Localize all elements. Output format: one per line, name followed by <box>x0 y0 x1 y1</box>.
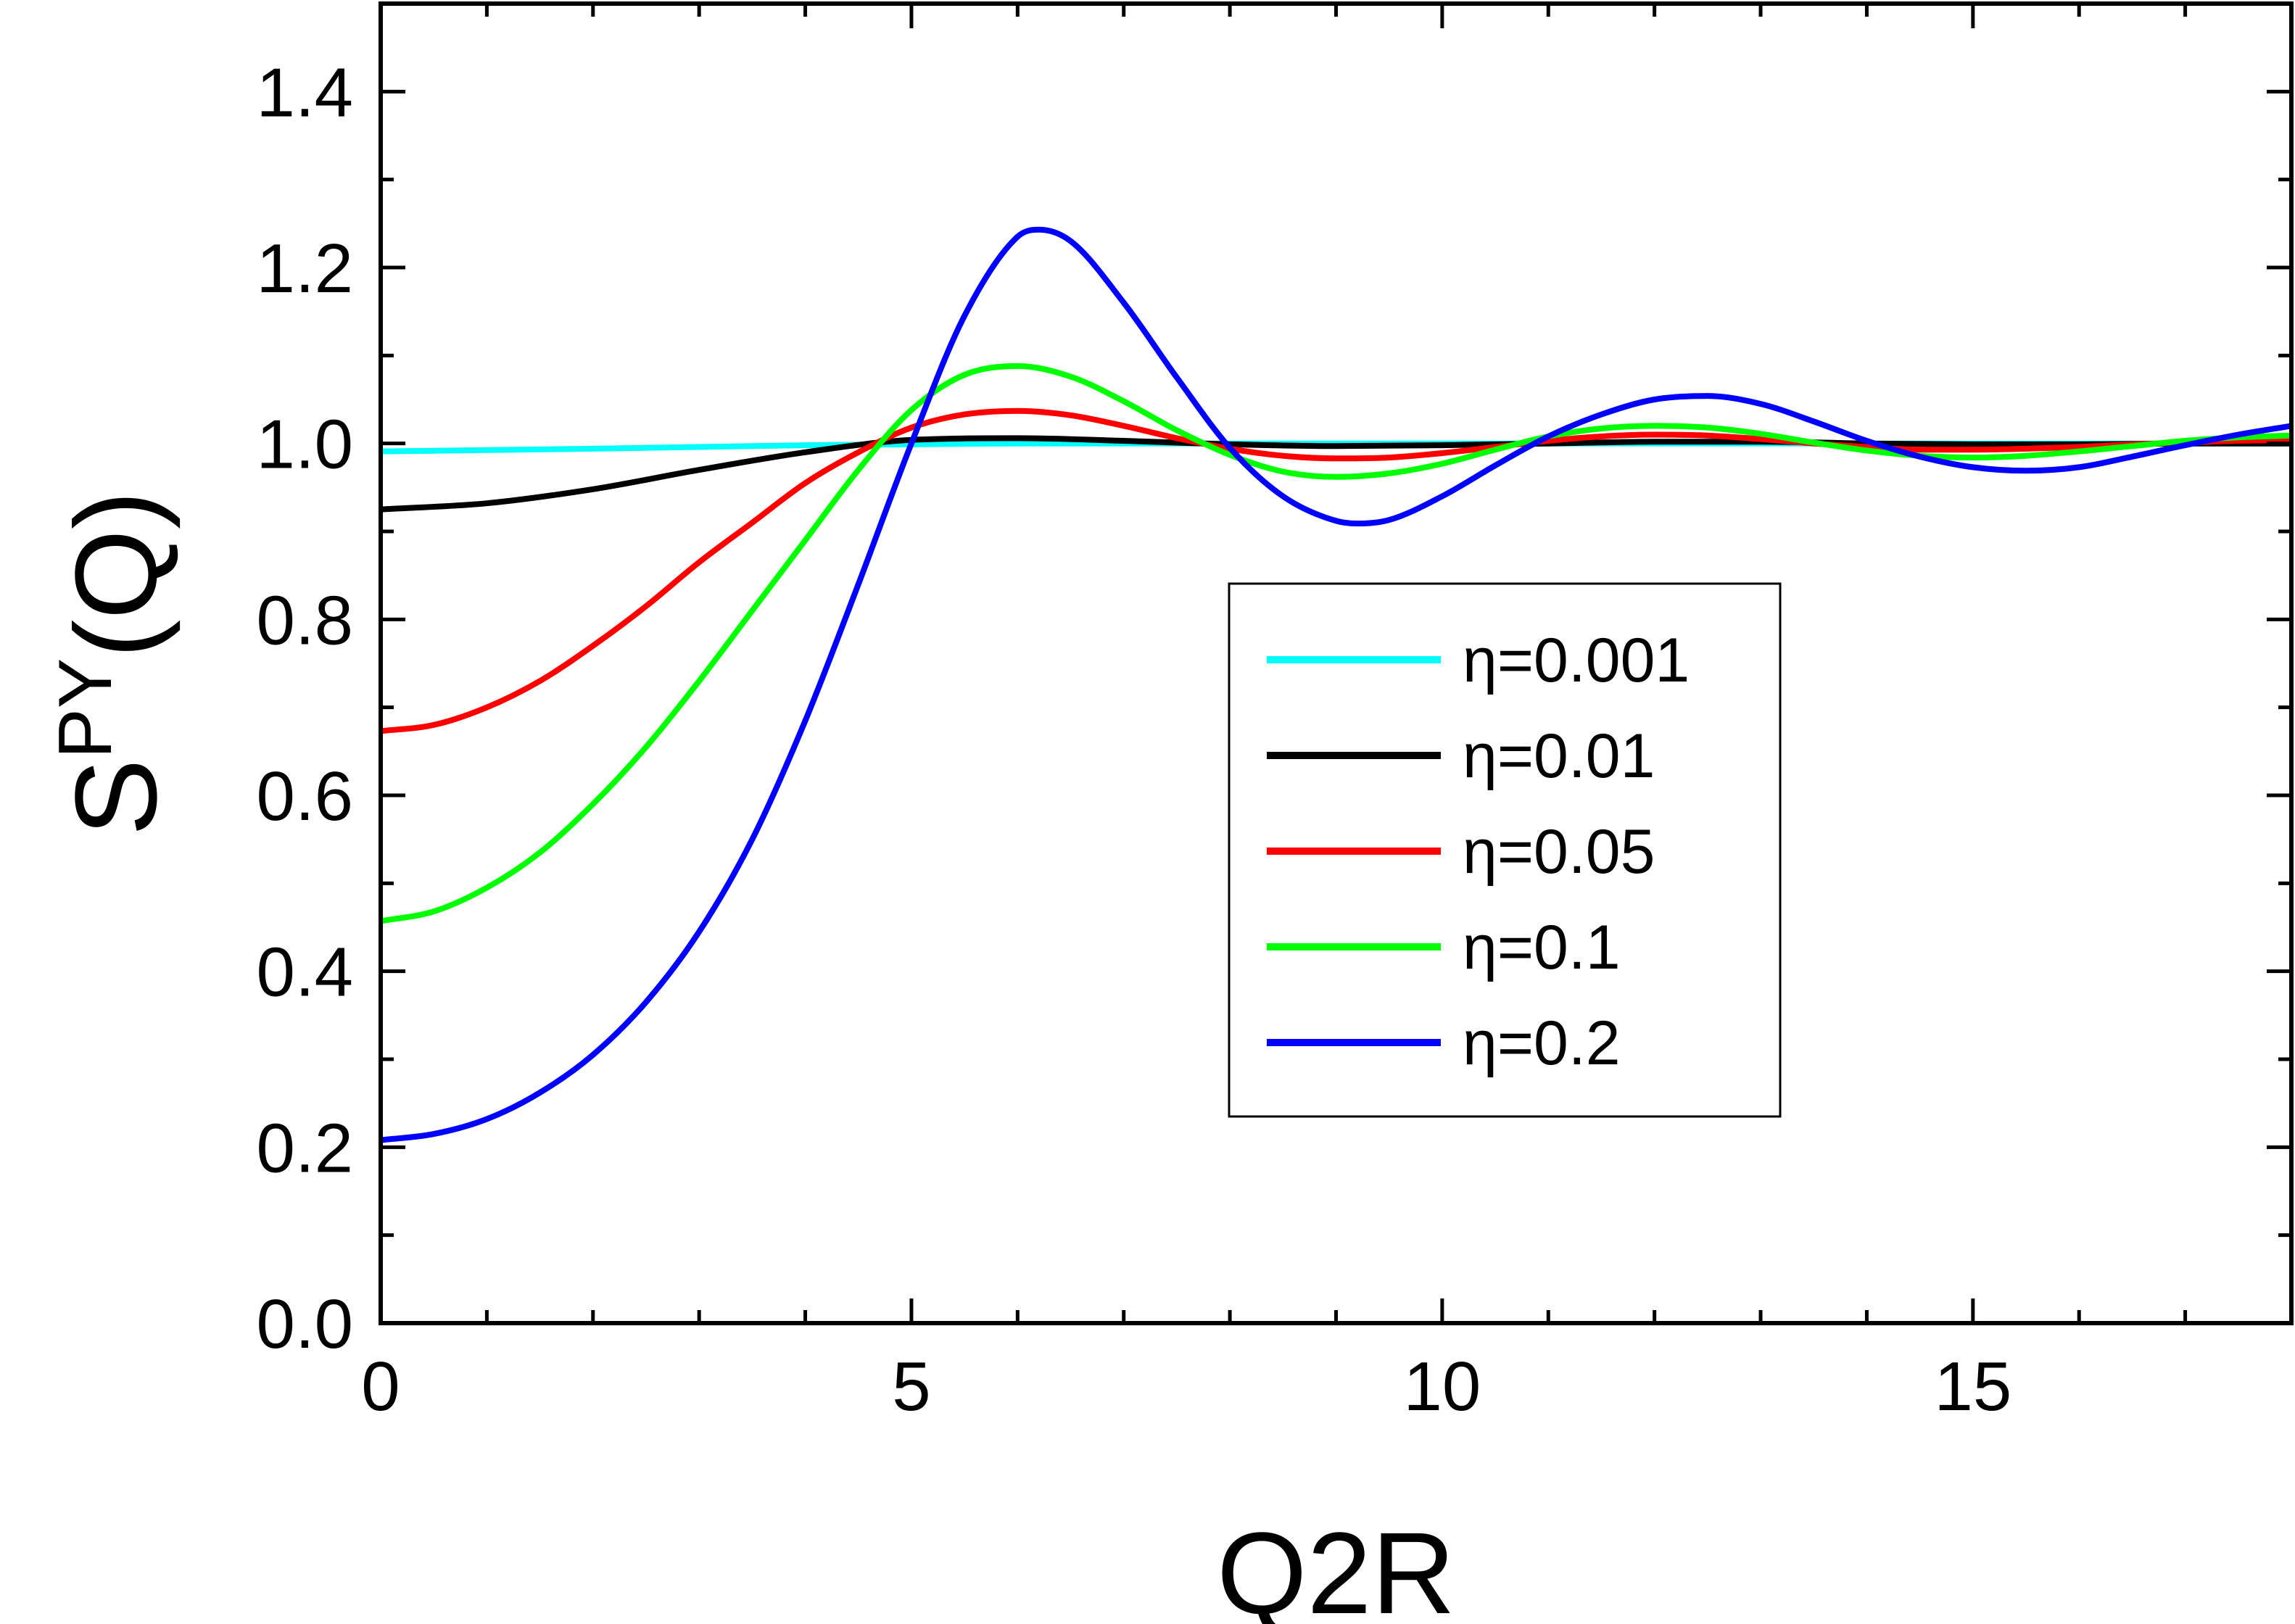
legend-label: η=0.2 <box>1463 1008 1621 1078</box>
y-axis-title-superscript: PY <box>44 658 128 759</box>
x-tick-label: 0 <box>361 1348 400 1425</box>
x-tick-label: 5 <box>892 1348 930 1425</box>
y-tick-label: 0.8 <box>257 581 353 659</box>
y-tick-label: 0.0 <box>257 1285 353 1363</box>
axis-tick-labels: 0 5 10 15 0.0 0.2 0.4 0.6 0.8 1.0 1.2 1.4 <box>257 54 2012 1425</box>
legend-label: η=0.05 <box>1463 817 1655 887</box>
series-line-3 <box>380 362 2292 924</box>
legend-label: η=0.01 <box>1463 721 1655 791</box>
y-tick-label: 1.4 <box>257 54 353 131</box>
y-tick-label: 0.6 <box>257 758 353 835</box>
y-tick-label: 0.4 <box>257 934 353 1011</box>
series-line-2 <box>380 407 2292 734</box>
x-tick-label: 15 <box>1934 1348 2011 1425</box>
series-line-1 <box>380 435 2291 513</box>
legend-label: η=0.001 <box>1463 626 1690 695</box>
y-tick-label: 0.2 <box>257 1109 353 1187</box>
x-axis-title: Q2R <box>1217 1508 1455 1624</box>
x-tick-label: 10 <box>1403 1348 1481 1425</box>
y-axis-title: SPY(Q) <box>44 491 181 836</box>
y-axis-title-suffix: (Q) <box>51 491 181 658</box>
plot-curves <box>380 226 2292 1143</box>
axis-ticks <box>379 1 2294 1325</box>
legend: η=0.001 η=0.01 η=0.05 η=0.1 η=0.2 <box>1228 582 1782 1118</box>
series-line-4 <box>380 226 2292 1143</box>
y-axis-title-base: S <box>51 759 181 837</box>
y-tick-label: 1.2 <box>257 230 353 307</box>
legend-label: η=0.1 <box>1463 913 1621 982</box>
y-tick-label: 1.0 <box>257 406 353 484</box>
